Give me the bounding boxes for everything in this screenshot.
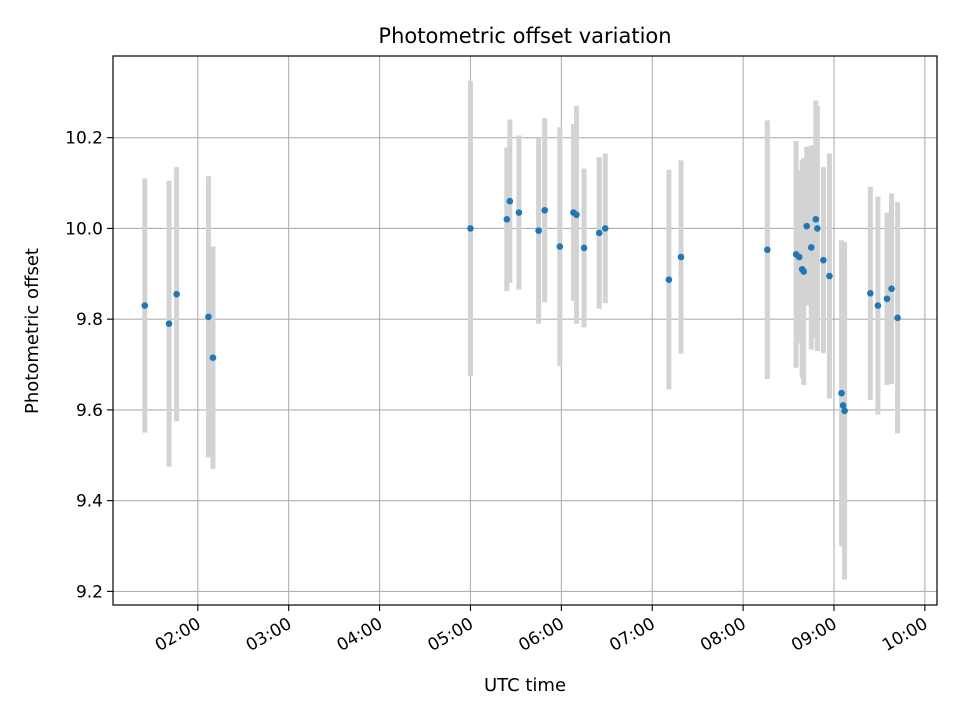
- y-tick-label-5: 10.2: [65, 129, 103, 149]
- data-point-35: [883, 295, 891, 303]
- data-point-29: [826, 272, 833, 280]
- data-point-18: [677, 253, 685, 261]
- data-point-19: [764, 246, 771, 254]
- data-point-5: [467, 225, 474, 232]
- data-point-9: [535, 227, 542, 234]
- data-point-24: [803, 222, 811, 230]
- data-point-26: [812, 216, 820, 223]
- data-point-6: [503, 216, 511, 223]
- data-point-30: [838, 389, 845, 397]
- y-tick-label-2: 9.6: [76, 401, 103, 421]
- data-point-23: [800, 268, 808, 275]
- plot-frame: [112, 55, 938, 606]
- data-point-17: [665, 276, 673, 283]
- data-point-13: [573, 211, 580, 219]
- data-point-32: [841, 407, 848, 415]
- y-axis-label: Photometric offset: [22, 248, 43, 414]
- data-point-7: [506, 197, 514, 205]
- grid: [113, 56, 937, 605]
- data-point-15: [595, 229, 603, 237]
- data-point-3: [205, 313, 212, 321]
- data-point-36: [888, 285, 895, 293]
- data-point-0: [141, 302, 149, 309]
- data-point-16: [601, 225, 609, 232]
- y-tick-label-4: 10.0: [65, 219, 103, 239]
- data-point-4: [209, 354, 217, 362]
- data-point-2: [173, 290, 180, 298]
- data-point-27: [814, 225, 821, 232]
- data-point-11: [556, 243, 564, 250]
- y-axis-ticks: 9.2 9.4 9.6 9.8 10.0 10.2: [65, 129, 113, 602]
- chart-title: Photometric offset variation: [378, 24, 671, 48]
- data-point-8: [515, 209, 523, 216]
- data-point-31: [839, 402, 847, 409]
- y-tick-label-1: 9.4: [76, 492, 103, 512]
- y-tick-label-0: 9.2: [76, 582, 103, 602]
- data-point-10: [541, 206, 548, 214]
- data-point-14: [580, 244, 588, 252]
- y-tick-label-3: 9.8: [76, 310, 103, 330]
- data-point-33: [867, 289, 874, 297]
- data-point-28: [820, 256, 827, 264]
- data-point-21: [795, 253, 803, 261]
- data-point-37: [894, 314, 901, 322]
- data-point-25: [807, 244, 815, 251]
- data-point-34: [874, 302, 882, 309]
- data-points: [141, 197, 901, 415]
- x-axis-label: UTC time: [484, 675, 566, 696]
- data-point-1: [165, 320, 173, 327]
